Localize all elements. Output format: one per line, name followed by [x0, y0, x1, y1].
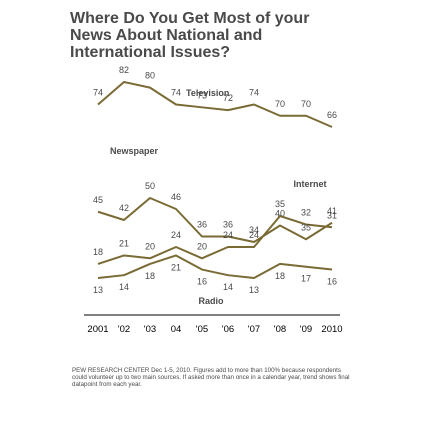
radio-value-label: 21 — [171, 262, 181, 272]
x-tick-label: '07 — [248, 324, 260, 335]
internet-value-label: 24 — [171, 230, 181, 240]
television-value-label: 72 — [223, 93, 233, 103]
x-tick-label: '06 — [222, 324, 234, 335]
television-value-label: 70 — [275, 99, 285, 109]
newspaper-value-label: 46 — [171, 192, 181, 202]
x-tick-label: '03 — [144, 324, 156, 335]
internet-value-label: 35 — [275, 199, 285, 209]
newspaper-value-label: 36 — [223, 220, 233, 230]
x-tick-label: '05 — [196, 324, 208, 335]
radio-value-label: 18 — [145, 271, 155, 281]
newspaper-value-label: 41 — [327, 206, 337, 216]
x-tick-label: 2010 — [321, 324, 342, 335]
newspaper-series-label: Newspaper — [110, 146, 159, 156]
internet-value-label: 21 — [119, 238, 129, 248]
radio-value-label: 13 — [93, 285, 103, 295]
television-value-label: 66 — [327, 110, 337, 120]
newspaper-value-label: 40 — [275, 209, 285, 219]
internet-value-label: 20 — [197, 241, 207, 251]
television-value-label: 74 — [249, 88, 259, 98]
radio-value-label: 16 — [197, 277, 207, 287]
newspaper-value-label: 34 — [249, 225, 259, 235]
radio-value-label: 17 — [301, 274, 311, 284]
newspaper-value-label: 45 — [93, 195, 103, 205]
radio-value-label: 14 — [119, 282, 129, 292]
television-value-label: 82 — [119, 65, 129, 75]
television-value-label: 74 — [171, 88, 181, 98]
source-footnote: PEW RESEARCH CENTER Dec 1-5, 2010. Figur… — [72, 367, 350, 389]
television-value-label: 70 — [301, 99, 311, 109]
newspaper-value-label: 50 — [145, 181, 155, 191]
radio-series-label: Radio — [198, 296, 224, 306]
television-value-label: 73 — [197, 90, 207, 100]
radio-value-label: 14 — [223, 282, 233, 292]
internet-value-label: 32 — [301, 207, 311, 217]
newspaper-value-label: 36 — [197, 220, 207, 230]
title-line-2: News About National and — [70, 27, 263, 44]
newspaper-line — [97, 197, 333, 243]
x-tick-label: '02 — [118, 324, 130, 335]
series-name-labels: Television Newspaper Internet Radio — [110, 88, 327, 306]
radio-value-label: 13 — [249, 285, 259, 295]
internet-line — [97, 215, 333, 265]
radio-value-label: 16 — [327, 277, 337, 287]
title-line-3: International Issues? — [70, 44, 231, 61]
x-tick-labels: 2001 '02 '03 04 '05 '06 '07 '08 '09 2010 — [87, 324, 342, 335]
television-value-label: 74 — [93, 88, 103, 98]
radio-line — [97, 254, 333, 279]
newspaper-value-label: 42 — [119, 203, 129, 213]
television-line — [97, 81, 333, 128]
internet-value-label: 18 — [93, 247, 103, 257]
title-line-1: Where Do You Get Most of your — [70, 10, 310, 27]
internet-value-label: 31 — [327, 210, 337, 220]
chart-title: Where Do You Get Most of your News About… — [70, 10, 370, 61]
radio-value-label: 18 — [275, 271, 285, 281]
internet-value-label: 24 — [223, 230, 233, 240]
television-series-label: Television — [186, 88, 229, 98]
newspaper-value-label: 35 — [301, 222, 311, 232]
internet-series-label: Internet — [293, 179, 326, 189]
internet-value-label: 24 — [249, 230, 259, 240]
internet-value-label: 20 — [145, 241, 155, 251]
x-tick-label: '09 — [300, 324, 312, 335]
television-value-label: 80 — [145, 71, 155, 81]
series-lines — [97, 81, 333, 279]
x-tick-label: 04 — [171, 324, 182, 335]
x-tick-label: '08 — [274, 324, 286, 335]
x-tick-label: 2001 — [87, 324, 108, 335]
